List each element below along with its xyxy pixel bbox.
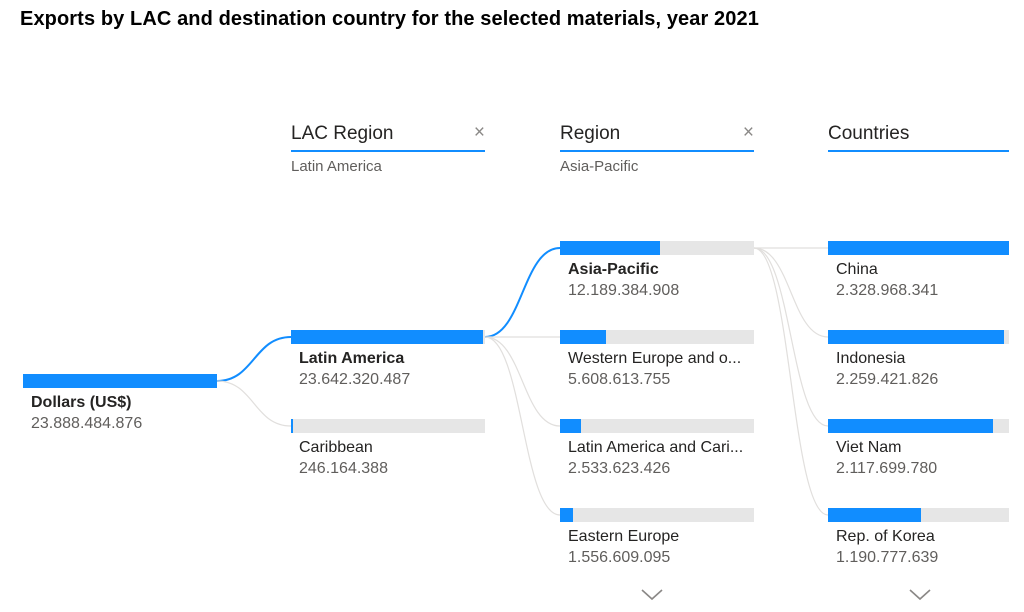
level-filter-region: Asia-Pacific	[560, 158, 639, 175]
close-icon[interactable]: ×	[742, 122, 754, 143]
tree-node-western-europe-and-o[interactable]: Western Europe and o... 5.608.613.755	[560, 330, 754, 394]
level-filter-lac-region: Latin America	[291, 158, 382, 175]
bar-track	[560, 419, 754, 433]
node-label: Viet Nam	[836, 439, 902, 456]
level-header-label: Countries	[828, 123, 910, 144]
chart-title: Exports by LAC and destination country f…	[20, 8, 759, 30]
connector-latin-america	[216, 336, 292, 382]
node-label: Eastern Europe	[568, 528, 680, 545]
bar-track	[560, 508, 754, 522]
tree-node-indonesia[interactable]: Indonesia 2.259.421.826	[828, 330, 1009, 394]
bar-fill	[291, 419, 293, 433]
bar-track	[560, 330, 754, 344]
tree-node-latin-america-and-cari[interactable]: Latin America and Cari... 2.533.623.426	[560, 419, 754, 483]
connector-indonesia	[753, 247, 829, 338]
tree-node-china[interactable]: China 2.328.968.341	[828, 241, 1009, 305]
node-label: Western Europe and o...	[568, 350, 742, 367]
node-label: Latin America	[299, 350, 405, 367]
close-icon[interactable]: ×	[473, 122, 485, 143]
bar-fill	[828, 330, 1004, 344]
node-label: Caribbean	[299, 439, 373, 456]
tree-node-rep-of-korea[interactable]: Rep. of Korea 1.190.777.639	[828, 508, 1009, 572]
connector-caribbean	[216, 380, 292, 427]
root-label: Dollars (US$)	[31, 394, 132, 411]
node-value: 23.642.320.487	[299, 371, 411, 388]
level-header-lac-region[interactable]: LAC Region ×	[291, 120, 485, 152]
chevron-down-icon[interactable]	[640, 588, 664, 602]
connector-viet-nam	[753, 247, 829, 427]
node-value: 246.164.388	[299, 460, 388, 477]
bar-track	[291, 419, 485, 433]
node-value: 2.117.699.780	[836, 460, 938, 477]
node-label: Asia-Pacific	[568, 261, 659, 278]
bar-fill	[828, 241, 1009, 255]
level-header-label: LAC Region	[291, 123, 394, 144]
bar-fill	[560, 241, 660, 255]
connector-asia-pacific	[484, 247, 561, 338]
level-header-region[interactable]: Region ×	[560, 120, 754, 152]
node-value: 1.556.609.095	[568, 549, 671, 566]
bar-fill	[291, 330, 483, 344]
node-value: 2.328.968.341	[836, 282, 939, 299]
node-label: Rep. of Korea	[836, 528, 935, 545]
node-label: China	[836, 261, 878, 278]
tree-node-viet-nam[interactable]: Viet Nam 2.117.699.780	[828, 419, 1009, 483]
node-label: Latin America and Cari...	[568, 439, 744, 456]
tree-node-asia-pacific[interactable]: Asia-Pacific 12.189.384.908	[560, 241, 754, 305]
node-label: Indonesia	[836, 350, 906, 367]
bar-fill	[828, 419, 993, 433]
node-value: 5.608.613.755	[568, 371, 671, 388]
bar-fill	[828, 508, 921, 522]
tree-node-eastern-europe[interactable]: Eastern Europe 1.556.609.095	[560, 508, 754, 572]
node-value: 2.259.421.826	[836, 371, 939, 388]
chevron-down-icon[interactable]	[908, 588, 932, 602]
bar-fill	[560, 419, 581, 433]
connector-rep-of-korea	[753, 247, 829, 516]
node-value: 12.189.384.908	[568, 282, 680, 299]
root-bar-fill	[23, 374, 217, 388]
tree-node-latin-america[interactable]: Latin America 23.642.320.487	[291, 330, 485, 394]
node-value: 1.190.777.639	[836, 549, 939, 566]
bar-fill	[560, 330, 606, 344]
connector-eastern-europe	[484, 336, 561, 516]
root-value: 23.888.484.876	[31, 415, 143, 432]
level-header-label: Region	[560, 123, 621, 144]
root-node[interactable]: Dollars (US$) 23.888.484.876	[23, 374, 217, 438]
tree-node-caribbean[interactable]: Caribbean 246.164.388	[291, 419, 485, 483]
level-header-countries[interactable]: Countries	[828, 120, 1009, 152]
bar-fill	[560, 508, 573, 522]
node-value: 2.533.623.426	[568, 460, 671, 477]
connector-latin-america-and-cari	[484, 336, 561, 427]
